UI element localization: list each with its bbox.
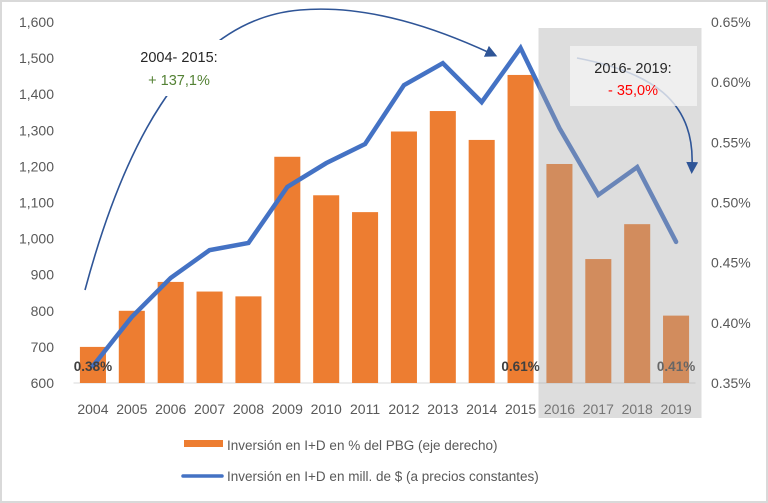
left-tick-label: 1,600 [19,14,54,30]
right-tick-label: 0.55% [711,134,751,150]
left-tick-label: 1,100 [19,195,54,211]
x-tick-label: 2013 [427,401,458,417]
bar-2005 [118,310,145,383]
right-tick-label: 0.45% [711,255,751,271]
legend: Inversión en I+D en % del PBG (eje derec… [181,438,539,484]
left-tick-label: 600 [31,375,55,391]
bar-2010 [313,195,340,383]
x-tick-label: 2005 [116,401,147,417]
x-tick-label: 2010 [311,401,342,417]
x-tick-label: 2018 [622,401,653,417]
data-label-2019: 0.41% [657,359,695,374]
x-tick-label: 2008 [233,401,264,417]
right-tick-label: 0.40% [711,315,751,331]
right-tick-label: 0.50% [711,195,751,211]
x-tick-label: 2016 [544,401,575,417]
bar-2008 [235,296,262,383]
right-tick-label: 0.35% [711,375,751,391]
x-tick-label: 2006 [155,401,186,417]
data-label-2004: 0.38% [74,359,112,374]
left-tick-label: 1,500 [19,50,54,66]
bar-2018 [624,224,651,383]
legend-label-line: Inversión en I+D en mill. de $ (a precio… [227,469,539,484]
annotation-box-growth [126,40,234,96]
left-tick-label: 800 [31,303,55,319]
bar-2014 [468,139,495,383]
bar-2006 [157,281,184,383]
left-tick-label: 1,200 [19,158,54,174]
bar-series [79,74,690,384]
left-axis: 600 700 800 900 1,000 1,100 1,200 1,300 1,400 1,5… [19,14,54,391]
x-tick-label: 2012 [388,401,419,417]
bar-2017 [585,259,612,383]
annotation-change-decline: - 35,0% [608,83,658,99]
bar-2015 [507,74,534,384]
left-tick-label: 1,300 [19,122,54,138]
legend-swatch-bar [184,440,223,447]
x-tick-label: 2014 [466,401,497,417]
annotation-box-decline [570,46,697,106]
left-tick-label: 1,000 [19,231,54,247]
bar-2009 [274,156,301,383]
x-tick-label: 2011 [350,401,380,417]
bar-2012 [390,131,417,383]
annotation-period-decline: 2016- 2019: [594,61,671,77]
bar-2019 [663,315,690,383]
annotation-arrow-growth [84,8,498,291]
bar-2013 [429,111,456,384]
bar-2016 [546,163,573,383]
x-tick-label: 2007 [194,401,225,417]
left-tick-label: 700 [31,339,55,355]
right-tick-label: 0.60% [711,74,751,90]
x-tick-label: 2009 [272,401,303,417]
annotation-period-growth: 2004- 2015: [140,50,217,66]
data-labels: 0.38% 0.61% 0.41% [74,359,695,374]
right-tick-label: 0.65% [711,14,751,30]
annotation-change-growth: + 137,1% [148,73,210,89]
x-tick-label: 2019 [660,401,691,417]
right-axis: 0.35% 0.40% 0.45% 0.50% 0.55% 0.60% 0.65% [711,14,751,391]
x-tick-label: 2017 [583,401,614,417]
legend-label-bar: Inversión en I+D en % del PBG (eje derec… [227,438,498,453]
bar-2007 [196,291,223,383]
left-tick-label: 900 [31,267,55,283]
line-path [90,43,679,369]
data-label-2015: 0.61% [501,359,539,374]
line-series [90,43,679,369]
bar-2011 [352,212,379,383]
left-tick-label: 1,400 [19,86,54,102]
x-tick-label: 2015 [505,401,536,417]
x-axis: 2004 2005 2006 2007 2008 2009 2010 2011 2012 2013… [77,401,691,417]
x-tick-label: 2004 [77,401,108,417]
